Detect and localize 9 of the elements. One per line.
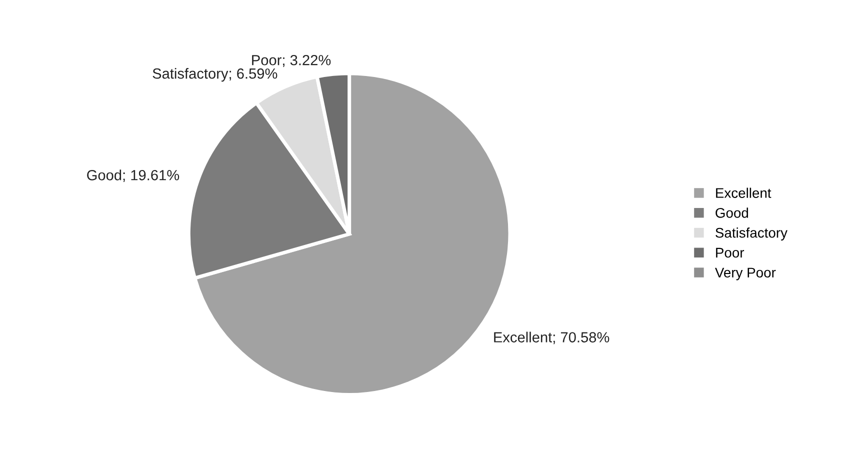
data-label: Satisfactory; 6.59% (152, 68, 278, 82)
legend-label: Good (716, 208, 748, 218)
legend-label: Excellent (716, 188, 772, 198)
legend-label: Satisfactory (716, 228, 788, 240)
legend-label: Very Poor (714, 268, 776, 280)
data-label: Poor; 3.22% (252, 54, 331, 68)
data-label: Good; 19.61% (87, 170, 180, 182)
data-label: Excellent; 70.58% (494, 332, 610, 344)
legend-label: Poor (716, 248, 744, 258)
